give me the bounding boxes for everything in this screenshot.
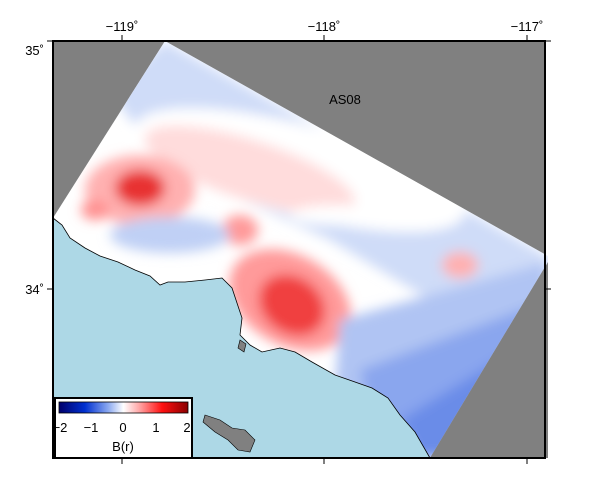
colorbar-tick: 0 bbox=[119, 420, 126, 435]
colorbar-tick: 1 bbox=[152, 420, 159, 435]
colorbar-tick: −1 bbox=[84, 420, 99, 435]
lon-tick-label: −118˚ bbox=[308, 19, 341, 34]
lon-tick-label: −117˚ bbox=[511, 19, 544, 34]
model-label: AS08 bbox=[329, 92, 361, 107]
lon-tick-label: −119˚ bbox=[106, 19, 139, 34]
colorbar-label: B(r) bbox=[112, 439, 134, 454]
island bbox=[237, 339, 247, 353]
colorbar-tick: 2 bbox=[183, 420, 190, 435]
island bbox=[202, 414, 256, 453]
lat-tick-label: 35˚ bbox=[25, 43, 44, 58]
lat-tick-label: 34˚ bbox=[25, 282, 44, 297]
map-frame bbox=[52, 40, 546, 459]
colorbar-gradient bbox=[58, 401, 189, 414]
no-data-area-right bbox=[430, 262, 548, 458]
colorbar-tick: −2 bbox=[53, 420, 68, 435]
colorbar: −2 −1 0 1 2 B(r) bbox=[53, 397, 193, 459]
